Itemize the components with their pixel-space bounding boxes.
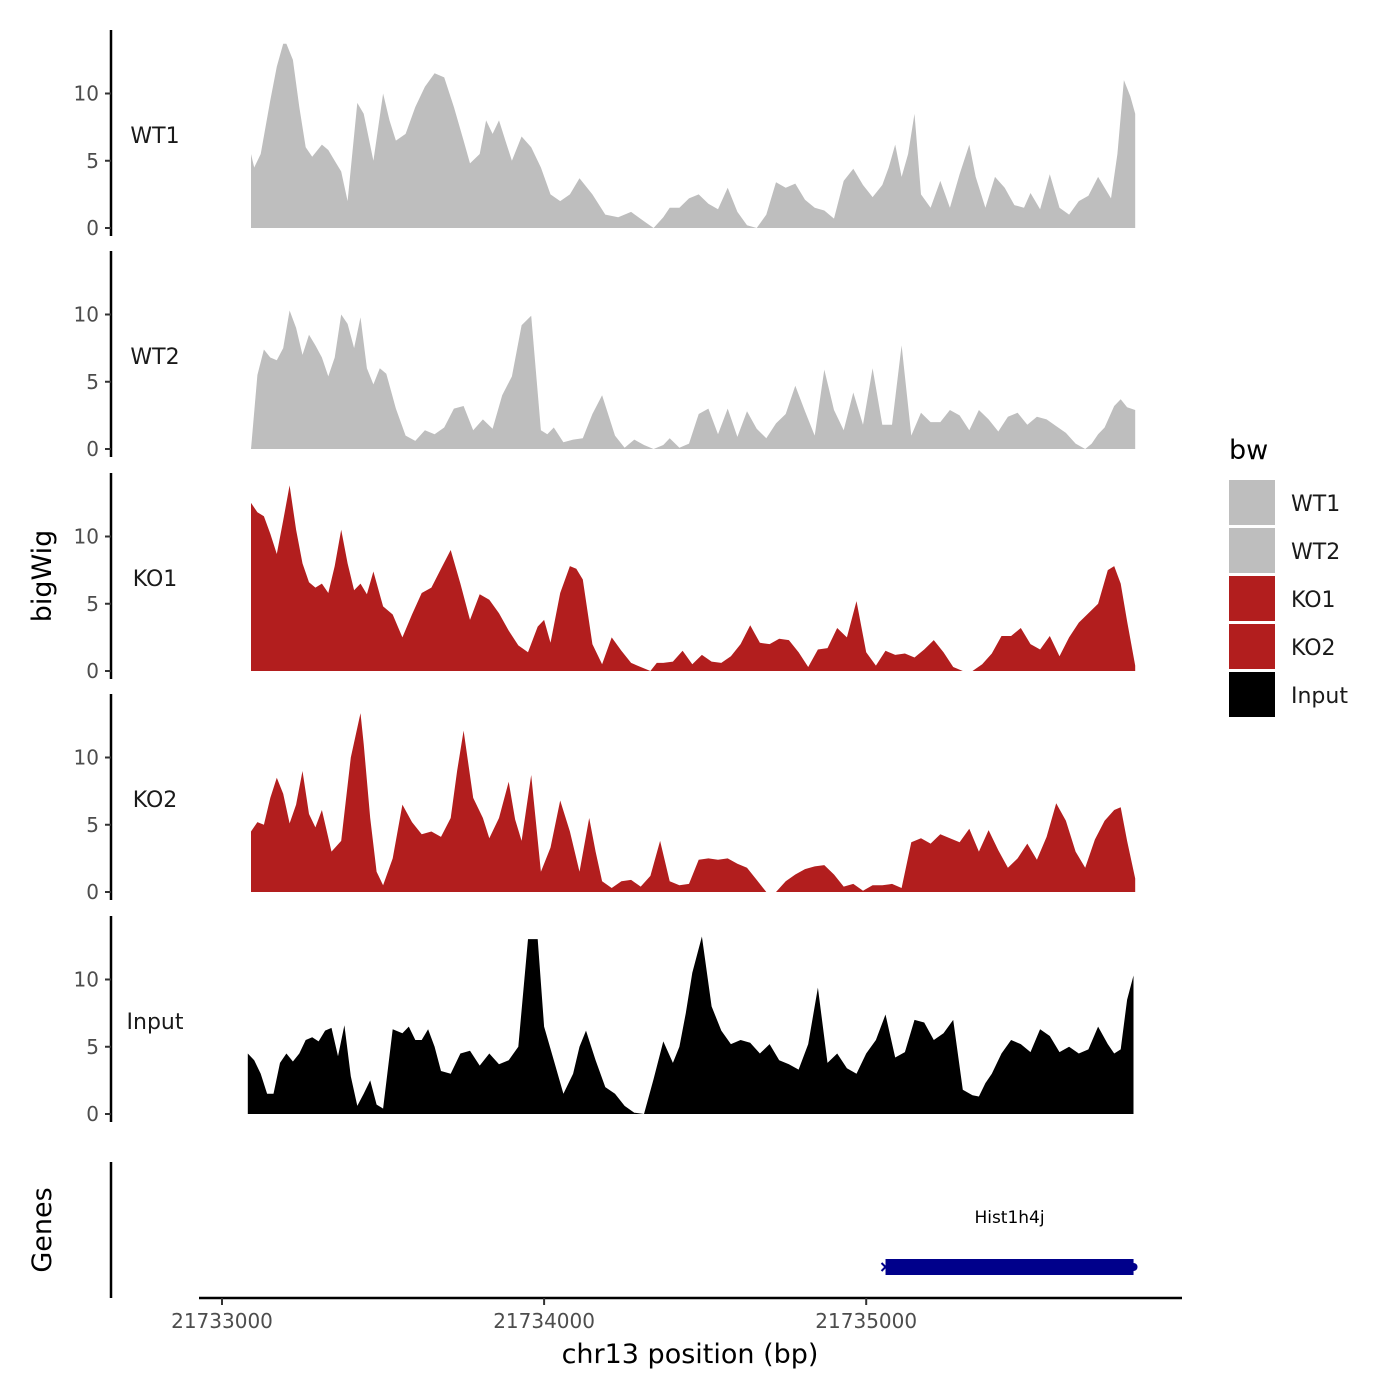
legend-label-wt1: WT1 [1291,492,1340,517]
y-tick-label-wt1-10: 10 [74,82,99,106]
track-ko1: 0 5 10 KO1 [74,473,1136,683]
y-tick-label-wt2-10: 10 [74,303,99,327]
gene-hist1h4j: Hist1h4j [880,1208,1138,1275]
y-tick-label-input-10: 10 [74,968,99,992]
legend: bw WT1 WT2 KO1 KO2 Input [1229,435,1348,719]
y-tick-label-input-5: 5 [86,1035,99,1059]
y-tick-label-wt1-5: 5 [86,149,99,173]
x-axis: 21733000 21734000 21735000 chr13 position … [171,1296,1182,1370]
track-label-wt2: WT2 [130,345,179,370]
area-ko2 [251,713,1136,892]
y-axis-title: bigWig [27,530,58,623]
legend-swatch-ko1 [1229,576,1275,622]
legend-swatch-input [1229,672,1275,718]
legend-label-ko2: KO2 [1291,636,1336,661]
legend-swatch-ko2 [1229,624,1275,670]
area-wt1 [251,43,1136,229]
track-wt2: 0 5 10 WT2 [74,251,1136,461]
gene-strand-marker [880,1262,891,1272]
y-tick-label-wt2-5: 5 [86,370,99,394]
track-label-input: Input [127,1010,184,1035]
track-label-wt1: WT1 [130,124,179,149]
gene-features: Hist1h4j [880,1208,1138,1275]
track-wt1: 0 5 10 WT1 [74,30,1136,240]
y-tick-label-ko1-10: 10 [74,525,99,549]
gene-body [885,1259,1134,1275]
coverage-tracks: 0 5 10 WT1 0 5 10 WT2 0 5 10 KO1 0 5 10 KO2 0 5 10 Input [74,30,1136,1126]
y-tick-label-ko1-0: 0 [86,659,99,683]
y-tick-label-input-0: 0 [86,1102,99,1126]
legend-label-wt2: WT2 [1291,540,1340,565]
y-tick-label-ko2-5: 5 [86,813,99,837]
genes-panel: Hist1h4j [109,1162,1138,1298]
legend-item-wt1: WT1 [1229,480,1340,527]
legend-swatch-wt1 [1229,480,1275,526]
x-axis-title: chr13 position (bp) [562,1339,819,1370]
y-tick-label-ko1-5: 5 [86,592,99,616]
y-tick-label-wt2-0: 0 [86,437,99,461]
track-label-ko1: KO1 [133,567,178,592]
gene-end-marker [1129,1263,1138,1271]
legend-label-ko1: KO1 [1291,588,1336,613]
y-tick-label-ko2-0: 0 [86,880,99,904]
area-ko1 [251,485,1136,671]
legend-title: bw [1229,435,1268,466]
y-tick-label-ko2-10: 10 [74,746,99,770]
genes-axis-title: Genes [27,1187,58,1272]
area-input [247,936,1134,1114]
legend-item-ko1: KO1 [1229,576,1336,623]
gene-label: Hist1h4j [974,1208,1044,1228]
legend-item-ko2: KO2 [1229,624,1336,671]
x-tick-label-21735000: 21735000 [815,1309,917,1333]
legend-items: WT1 WT2 KO1 KO2 Input [1229,480,1348,719]
legend-item-input: Input [1229,672,1348,719]
x-ticks: 21733000 21734000 21735000 [171,1298,917,1333]
track-input: 0 5 10 Input [74,916,1134,1126]
legend-swatch-wt2 [1229,528,1275,574]
y-tick-label-wt1-0: 0 [86,216,99,240]
legend-item-wt2: WT2 [1229,528,1340,575]
x-tick-label-21733000: 21733000 [171,1309,273,1333]
area-wt2 [251,310,1136,449]
x-tick-label-21734000: 21734000 [493,1309,595,1333]
legend-label-input: Input [1291,684,1348,709]
track-label-ko2: KO2 [133,788,178,813]
track-ko2: 0 5 10 KO2 [74,694,1136,904]
